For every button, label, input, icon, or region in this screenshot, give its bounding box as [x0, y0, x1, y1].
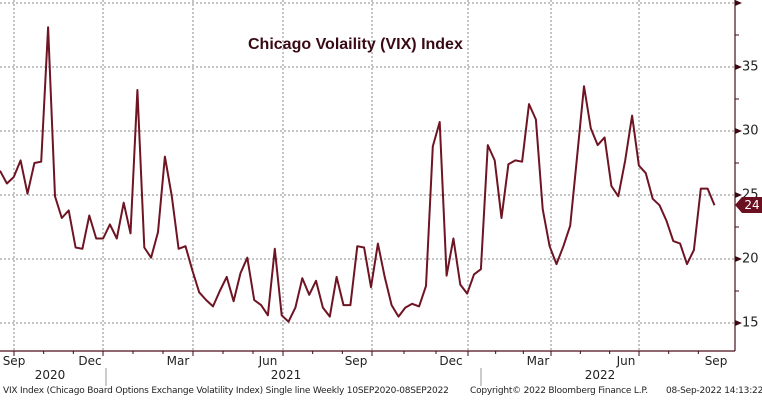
y-major-tick	[735, 320, 742, 326]
x-tick-label: Jun	[616, 354, 636, 368]
x-tick-label: Sep	[2, 354, 26, 368]
x-tick-label: Mar	[166, 354, 190, 368]
y-major-tick	[735, 192, 742, 198]
y-tick-label: 35	[742, 59, 759, 75]
year-label: 2021	[270, 368, 302, 382]
x-tick-label: Dec	[439, 354, 463, 368]
year-label: 2022	[584, 368, 616, 382]
x-tick-label: Mar	[526, 354, 550, 368]
chart-title: Chicago Volaility (VIX) Index	[248, 36, 463, 53]
footer-description: VIX Index (Chicago Board Options Exchang…	[3, 386, 449, 396]
y-major-tick	[735, 128, 742, 134]
x-tick-label: Dec	[78, 354, 102, 368]
y-tick-label: 15	[742, 315, 759, 331]
x-tick-label: Sep	[344, 354, 368, 368]
year-label: 2020	[34, 368, 66, 382]
x-tick-label: Jun	[258, 354, 278, 368]
footer-timestamp: 08-Sep-2022 14:13:22	[666, 386, 762, 396]
last-value-badge: 24	[735, 197, 762, 214]
y-major-tick	[735, 64, 742, 70]
footer-copyright: Copyright© 2022 Bloomberg Finance L.P.	[470, 386, 648, 396]
vix-series-line	[0, 26, 716, 323]
x-tick-label: Sep	[704, 354, 728, 368]
y-major-tick	[735, 256, 742, 262]
y-tick-label: 30	[742, 123, 759, 139]
y-tick-label: 20	[742, 251, 759, 267]
y-major-tick	[735, 0, 742, 6]
